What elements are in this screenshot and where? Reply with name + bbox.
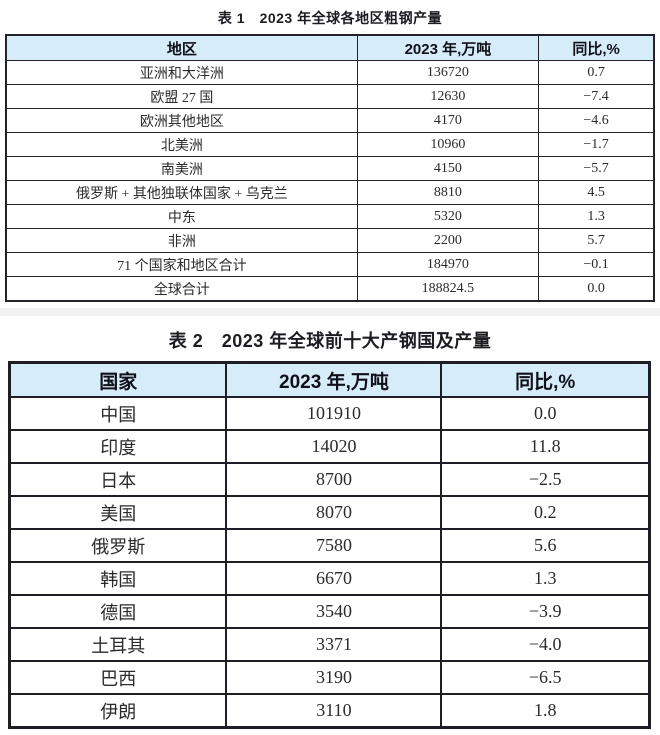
table-cell: 5320	[356, 204, 540, 229]
table-cell: 亚洲和大洋洲	[5, 60, 358, 85]
table-cell: 北美洲	[5, 132, 358, 157]
table-cell: 印度	[8, 429, 228, 464]
table1-crude-steel-by-region: 地区 2023 年,万吨 同比,% 亚洲和大洋洲 136720 0.7 欧盟 27 国…	[5, 34, 655, 302]
table-cell: −7.4	[538, 84, 655, 109]
table-cell: 8070	[225, 495, 443, 530]
table-cell: 俄罗斯 + 其他独联体国家 + 乌克兰	[5, 180, 358, 205]
table-row: 南美洲 4150 −5.7	[5, 156, 655, 181]
table-cell: 伊朗	[8, 693, 228, 729]
table-cell: −3.9	[440, 594, 651, 629]
table-cell: 土耳其	[8, 627, 228, 662]
table-cell: 101910	[225, 396, 443, 431]
table-row: 土耳其 3371 −4.0	[8, 627, 651, 662]
table2-top-ten-steel-producers: 国家 2023 年,万吨 同比,% 中国 101910 0.0 印度 14020 11.8…	[8, 361, 651, 729]
table-row: 俄罗斯 7580 5.6	[8, 528, 651, 563]
table-cell: 美国	[8, 495, 228, 530]
table-row: 俄罗斯 + 其他独联体国家 + 乌克兰 8810 4.5	[5, 180, 655, 205]
column-header-yoy: 同比,%	[440, 361, 651, 398]
table-row: 伊朗 3110 1.8	[8, 693, 651, 729]
table-cell: −4.0	[440, 627, 651, 662]
table2-body: 中国 101910 0.0 印度 14020 11.8 日本 8700 −2.5 美国 8070 0.…	[8, 396, 651, 729]
table-cell: 8810	[356, 180, 540, 205]
table1-title: 表 1 2023 年全球各地区粗钢产量	[217, 10, 443, 26]
table-cell: 非洲	[5, 228, 358, 253]
table-cell: 欧盟 27 国	[5, 84, 358, 109]
table-cell: 南美洲	[5, 156, 358, 181]
table-cell: 全球合计	[5, 276, 358, 302]
table-row: 欧盟 27 国 12630 −7.4	[5, 84, 655, 109]
table-cell: 188824.5	[356, 276, 540, 302]
table-row: 日本 8700 −2.5	[8, 462, 651, 497]
table-cell: 184970	[356, 252, 540, 277]
table-row: 印度 14020 11.8	[8, 429, 651, 464]
table-row: 美国 8070 0.2	[8, 495, 651, 530]
table2-title: 表 2 2023 年全球前十大产钢国及产量	[168, 331, 492, 351]
table-header-row: 国家 2023 年,万吨 同比,%	[8, 361, 651, 398]
table-row: 亚洲和大洋洲 136720 0.7	[5, 60, 655, 85]
table-cell: 136720	[356, 60, 540, 85]
table-cell: 4.5	[538, 180, 655, 205]
table-cell: 8700	[225, 462, 443, 497]
table-cell: 4150	[356, 156, 540, 181]
table-cell: 俄罗斯	[8, 528, 228, 563]
table-cell: −4.6	[538, 108, 655, 133]
table-cell: 2200	[356, 228, 540, 253]
table1-header: 地区 2023 年,万吨 同比,%	[5, 34, 655, 61]
table-cell: 中东	[5, 204, 358, 229]
table-row: 全球合计 188824.5 0.0	[5, 276, 655, 302]
table-cell: 日本	[8, 462, 228, 497]
table-cell: 6670	[225, 561, 443, 596]
table-row: 欧洲其他地区 4170 −4.6	[5, 108, 655, 133]
table-row: 巴西 3190 −6.5	[8, 660, 651, 695]
table-cell: 3540	[225, 594, 443, 629]
table-cell: −5.7	[538, 156, 655, 181]
table-row: 中东 5320 1.3	[5, 204, 655, 229]
table-cell: 7580	[225, 528, 443, 563]
table-cell: −1.7	[538, 132, 655, 157]
table-cell: 3190	[225, 660, 443, 695]
table-cell: 10960	[356, 132, 540, 157]
column-header-yoy: 同比,%	[538, 34, 655, 61]
table-row: 中国 101910 0.0	[8, 396, 651, 431]
table-cell: −6.5	[440, 660, 651, 695]
table-cell: 3371	[225, 627, 443, 662]
table-cell: 巴西	[8, 660, 228, 695]
table-cell: 1.3	[538, 204, 655, 229]
table-row: 韩国 6670 1.3	[8, 561, 651, 596]
table-row: 71 个国家和地区合计 184970 −0.1	[5, 252, 655, 277]
table-cell: 4170	[356, 108, 540, 133]
column-header-region: 地区	[5, 34, 358, 61]
table-cell: 0.0	[440, 396, 651, 431]
table-cell: 11.8	[440, 429, 651, 464]
table-row: 非洲 2200 5.7	[5, 228, 655, 253]
column-header-country: 国家	[8, 361, 228, 398]
table-row: 德国 3540 −3.9	[8, 594, 651, 629]
column-header-output-2023: 2023 年,万吨	[356, 34, 540, 61]
table-cell: 1.8	[440, 693, 651, 729]
table-cell: 3110	[225, 693, 443, 729]
table-cell: 0.0	[538, 276, 655, 302]
table-cell: 德国	[8, 594, 228, 629]
table-header-row: 地区 2023 年,万吨 同比,%	[5, 34, 655, 61]
table-cell: 1.3	[440, 561, 651, 596]
table-cell: 韩国	[8, 561, 228, 596]
table-cell: −0.1	[538, 252, 655, 277]
table-cell: 12630	[356, 84, 540, 109]
section-divider	[0, 308, 660, 316]
table-cell: 14020	[225, 429, 443, 464]
table1-body: 亚洲和大洋洲 136720 0.7 欧盟 27 国 12630 −7.4 欧洲其他地区 417…	[5, 60, 655, 302]
column-header-output-2023: 2023 年,万吨	[225, 361, 443, 398]
table-cell: 0.2	[440, 495, 651, 530]
table-cell: 5.7	[538, 228, 655, 253]
table2-header: 国家 2023 年,万吨 同比,%	[8, 361, 651, 398]
table-row: 北美洲 10960 −1.7	[5, 132, 655, 157]
table-cell: 中国	[8, 396, 228, 431]
table-cell: −2.5	[440, 462, 651, 497]
table-cell: 欧洲其他地区	[5, 108, 358, 133]
table-cell: 5.6	[440, 528, 651, 563]
table-cell: 71 个国家和地区合计	[5, 252, 358, 277]
table-cell: 0.7	[538, 60, 655, 85]
